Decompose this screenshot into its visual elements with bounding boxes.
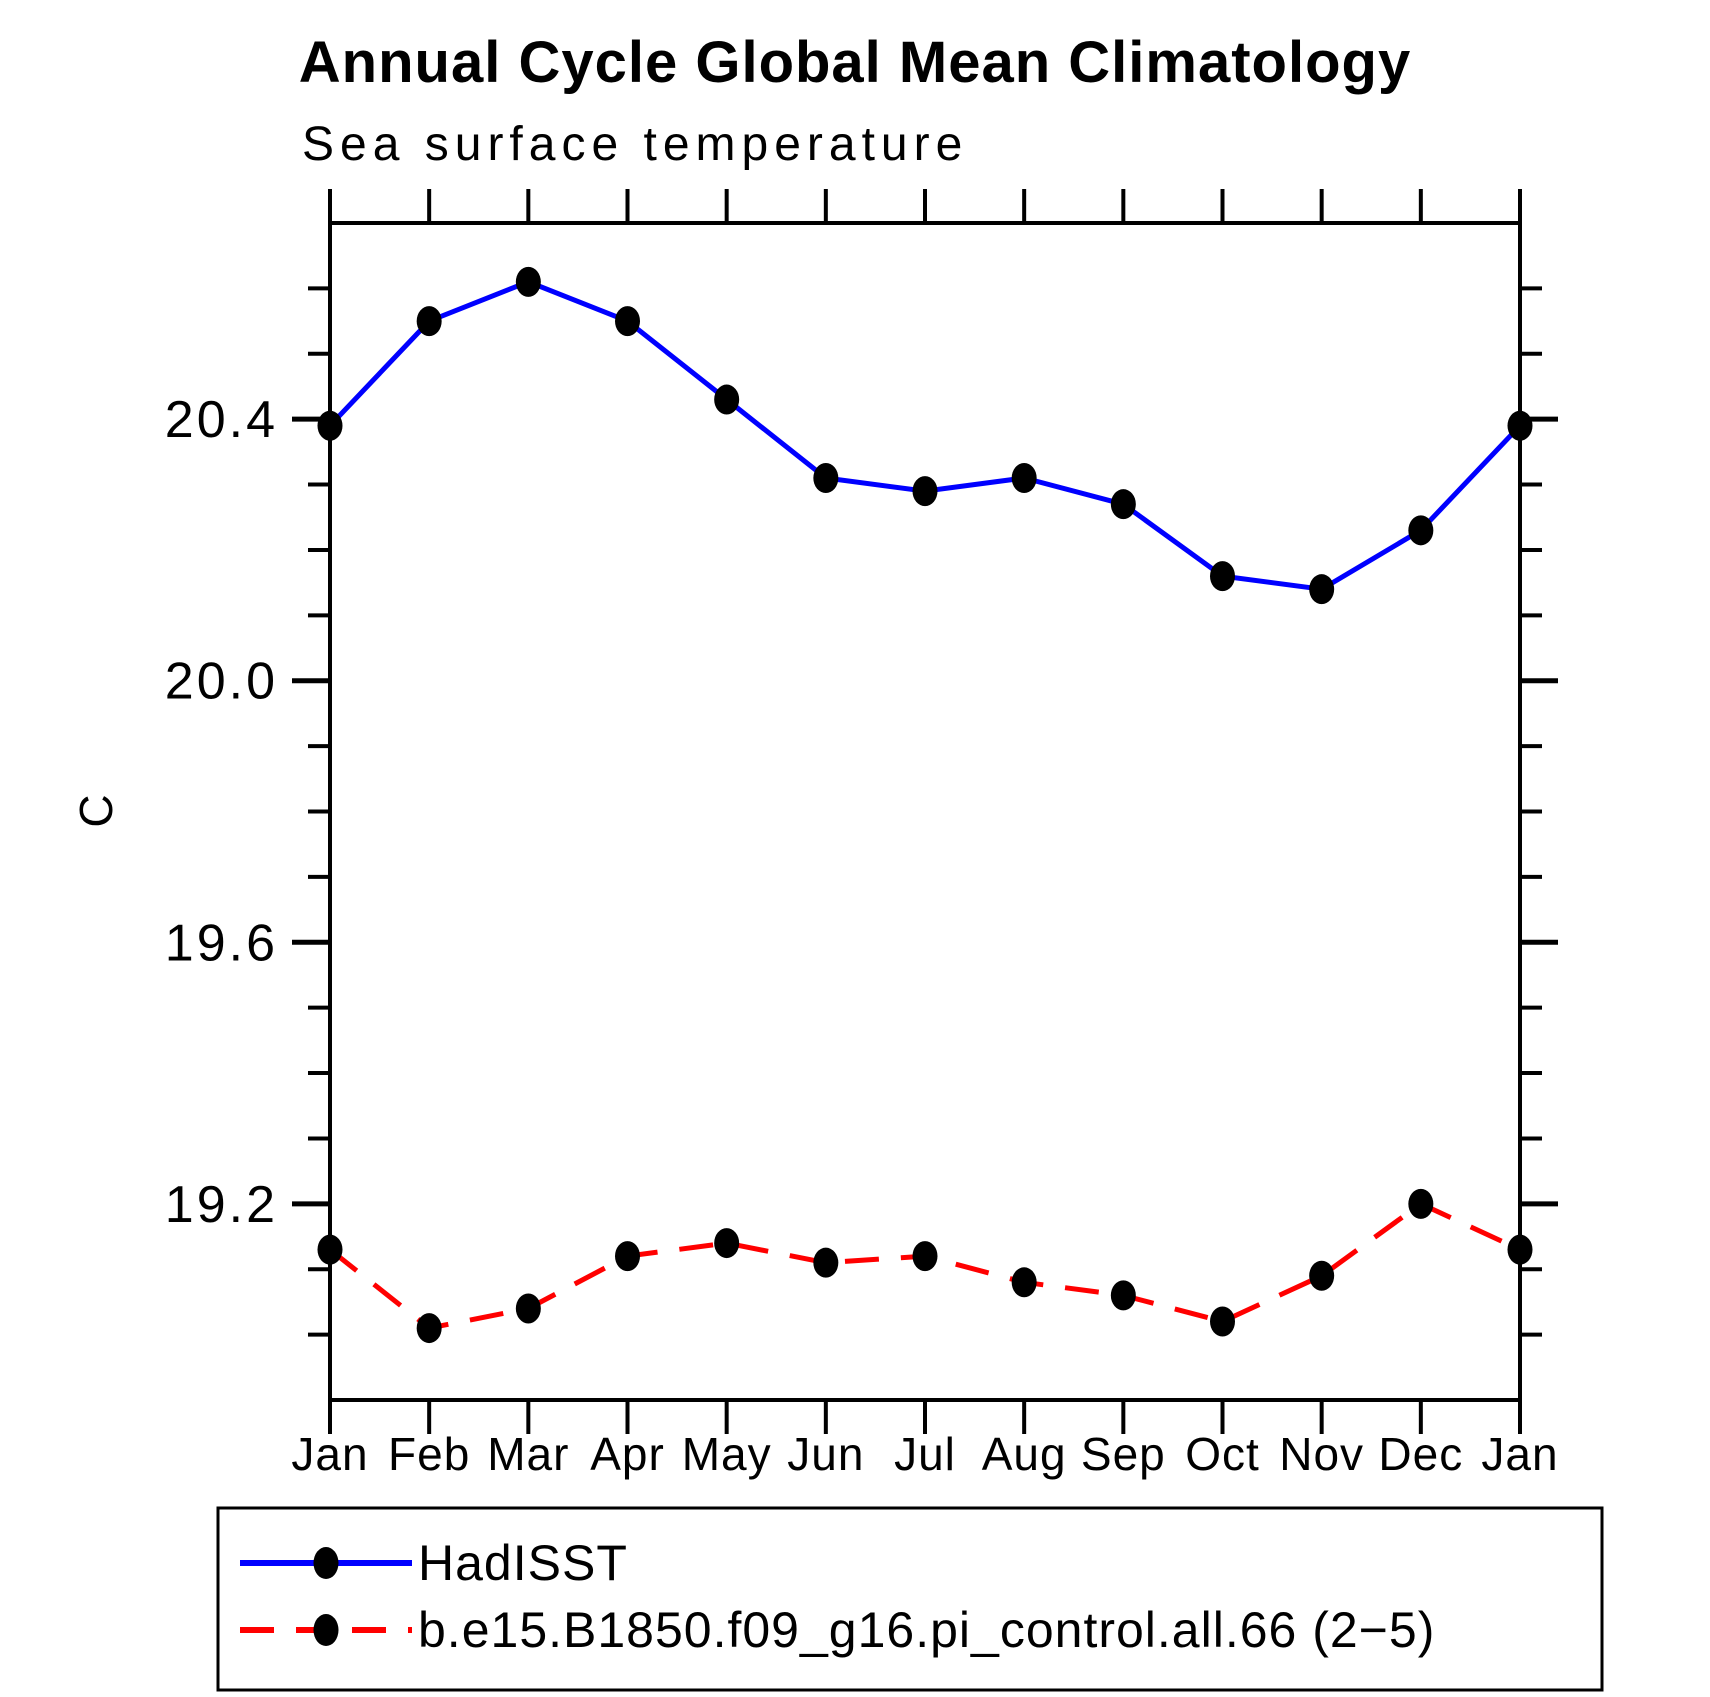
chart-subtitle: Sea surface temperature [302, 118, 968, 171]
x-tick-label: Feb [388, 1428, 470, 1480]
x-tick-label: Jul [894, 1428, 956, 1480]
y-tick-label: 19.2 [165, 1176, 278, 1234]
x-tick-label: Sep [1081, 1428, 1166, 1480]
data-point-marker [1011, 1267, 1037, 1298]
data-point-marker [1309, 574, 1335, 605]
x-tick-label: Mar [487, 1428, 569, 1480]
data-point-marker [416, 1313, 442, 1344]
x-tick-label: Dec [1378, 1428, 1463, 1480]
data-point-marker [813, 463, 839, 494]
x-tick-label: May [682, 1428, 772, 1480]
legend: HadISST b.e15.B1850.f09_g16.pi_control.a… [216, 1506, 1604, 1692]
y-tick-label: 20.4 [165, 391, 278, 449]
data-point-marker [1210, 561, 1235, 592]
data-point-marker [912, 476, 938, 507]
plot-border [328, 221, 1522, 1402]
data-point-marker [317, 410, 343, 441]
data-point-marker [1408, 1188, 1434, 1219]
data-point-marker [515, 1293, 541, 1324]
data-point-marker [1507, 410, 1533, 441]
data-point-marker [1110, 489, 1136, 520]
legend-sample-marker-1 [313, 1614, 339, 1646]
data-point-marker [416, 306, 442, 337]
legend-sample-marker-0 [313, 1547, 339, 1579]
x-tick-label: Jan [291, 1428, 368, 1480]
data-point-marker [1309, 1260, 1335, 1291]
y-tick-label: 19.6 [165, 914, 278, 972]
data-point-marker [1507, 1234, 1533, 1265]
legend-label-hadisst: HadISST [418, 1535, 628, 1591]
chart-title: Annual Cycle Global Mean Climatology [299, 30, 1411, 95]
series-line-0 [328, 279, 1522, 592]
series-layer [317, 266, 1533, 1344]
legend-label-model: b.e15.B1850.f09_g16.pi_control.all.66 (2… [418, 1602, 1435, 1658]
data-point-marker [912, 1241, 938, 1272]
data-point-marker [615, 1241, 640, 1272]
data-point-marker [714, 384, 740, 415]
legend-box [216, 1506, 1604, 1692]
data-point-marker [714, 1228, 740, 1259]
x-tick-label: Aug [982, 1428, 1067, 1480]
data-point-marker [1110, 1280, 1136, 1311]
data-point-marker [515, 266, 541, 297]
data-point-marker [615, 306, 640, 337]
axes-layer: Jan Feb Mar Apr May Jun Jul Aug Sep Oct Nov Dec Jan 1… [165, 189, 1558, 1480]
x-tick-label: Jun [787, 1428, 864, 1480]
x-tick-label: Apr [590, 1428, 665, 1480]
data-point-marker [317, 1234, 343, 1265]
x-tick-label: Jan [1481, 1428, 1558, 1480]
data-point-marker [1011, 463, 1037, 494]
legend-samples [240, 1547, 412, 1646]
data-point-marker [813, 1247, 839, 1278]
x-tick-label: Oct [1185, 1428, 1260, 1480]
data-point-marker [1210, 1306, 1235, 1337]
y-tick-label: 20.0 [165, 653, 278, 711]
x-tick-label: Nov [1279, 1428, 1364, 1480]
y-axis-title: C [70, 794, 122, 827]
data-point-marker [1408, 515, 1434, 546]
